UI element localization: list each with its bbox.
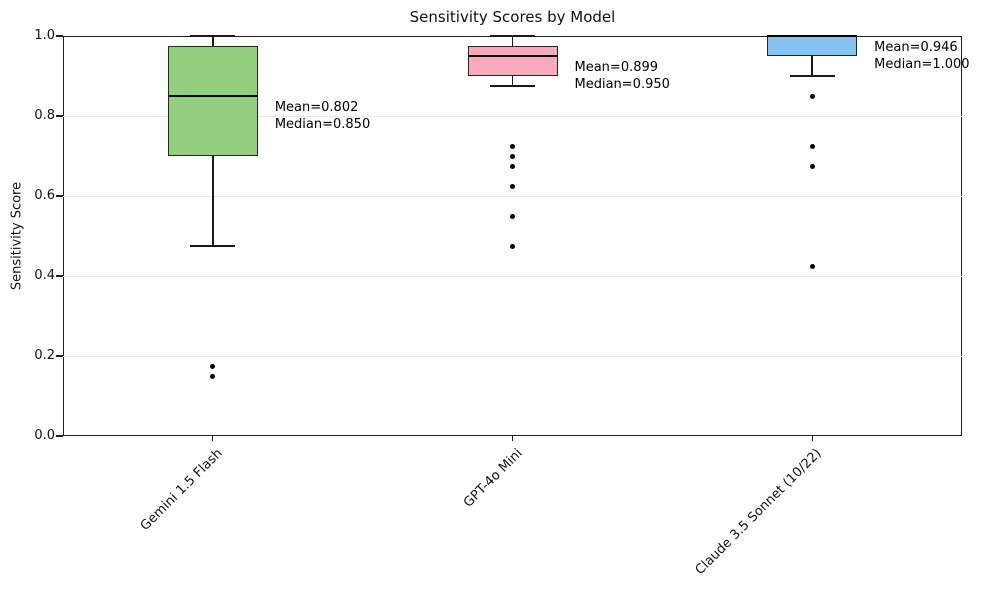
y-tick-mark [56, 435, 63, 437]
y-tick-mark [56, 275, 63, 277]
box [767, 36, 858, 56]
y-tick-label: 0.0 [34, 428, 55, 443]
stats-annotation: Mean=0.946 Median=1.000 [874, 39, 969, 73]
stats-annotation-line: Median=1.000 [874, 57, 970, 72]
chart-title: Sensitivity Scores by Model [409, 8, 616, 26]
lower-whisker [811, 56, 813, 76]
lower-whisker [511, 76, 514, 86]
outlier-dot [210, 363, 216, 369]
median-line [467, 55, 558, 57]
lower-whisker-cap [490, 85, 535, 87]
x-tick-mark [212, 436, 214, 441]
outlier-dot [510, 153, 515, 159]
outlier-dot [809, 93, 815, 99]
upper-whisker-cap [190, 35, 236, 37]
outlier-dot [510, 183, 515, 189]
stats-annotation: Mean=0.802 Median=0.850 [275, 99, 370, 133]
stats-annotation: Mean=0.899 Median=0.950 [575, 59, 670, 93]
x-tick-mark [511, 436, 514, 441]
outlier-dot [510, 213, 515, 219]
gridline [63, 115, 962, 117]
y-tick-mark [56, 195, 63, 197]
box [467, 46, 558, 76]
upper-whisker [212, 36, 214, 46]
outlier-dot [510, 163, 515, 169]
y-tick-mark [56, 35, 63, 37]
median-line [167, 95, 258, 97]
y-tick-label: 0.4 [34, 268, 55, 283]
y-tick-label: 0.8 [34, 108, 55, 123]
stats-annotation-line: Median=0.850 [274, 117, 371, 132]
gridline [63, 355, 962, 357]
outlier-dot [809, 263, 815, 269]
x-tick-mark [811, 436, 813, 441]
stats-annotation-line: Mean=0.899 [574, 60, 659, 75]
y-tick-label: 0.2 [34, 348, 55, 363]
x-tick-label: GPT-4o Mini [460, 446, 526, 511]
y-tick-mark [56, 355, 63, 357]
outlier-dot [210, 373, 216, 379]
x-tick-label: Gemini 1.5 Flash [137, 446, 226, 534]
outlier-dot [510, 143, 515, 149]
outlier-dot [809, 163, 815, 169]
y-tick-mark [56, 115, 63, 117]
lower-whisker-cap [789, 75, 835, 77]
stats-annotation-line: Mean=0.946 [874, 40, 958, 55]
x-tick-label: Claude 3.5 Sonnet (10/22) [692, 446, 825, 578]
gridline [63, 275, 962, 277]
box [167, 46, 258, 156]
upper-whisker [511, 36, 514, 46]
upper-whisker-cap [490, 35, 535, 37]
stats-annotation-line: Median=0.950 [574, 77, 670, 92]
lower-whisker [212, 156, 214, 246]
outlier-dot [809, 143, 815, 149]
median-line [767, 35, 858, 37]
y-tick-label: 1.0 [34, 28, 55, 43]
y-tick-label: 0.6 [34, 188, 55, 203]
outlier-dot [510, 243, 515, 249]
gridline [63, 195, 962, 197]
lower-whisker-cap [190, 245, 236, 247]
stats-annotation-line: Mean=0.802 [274, 100, 359, 115]
